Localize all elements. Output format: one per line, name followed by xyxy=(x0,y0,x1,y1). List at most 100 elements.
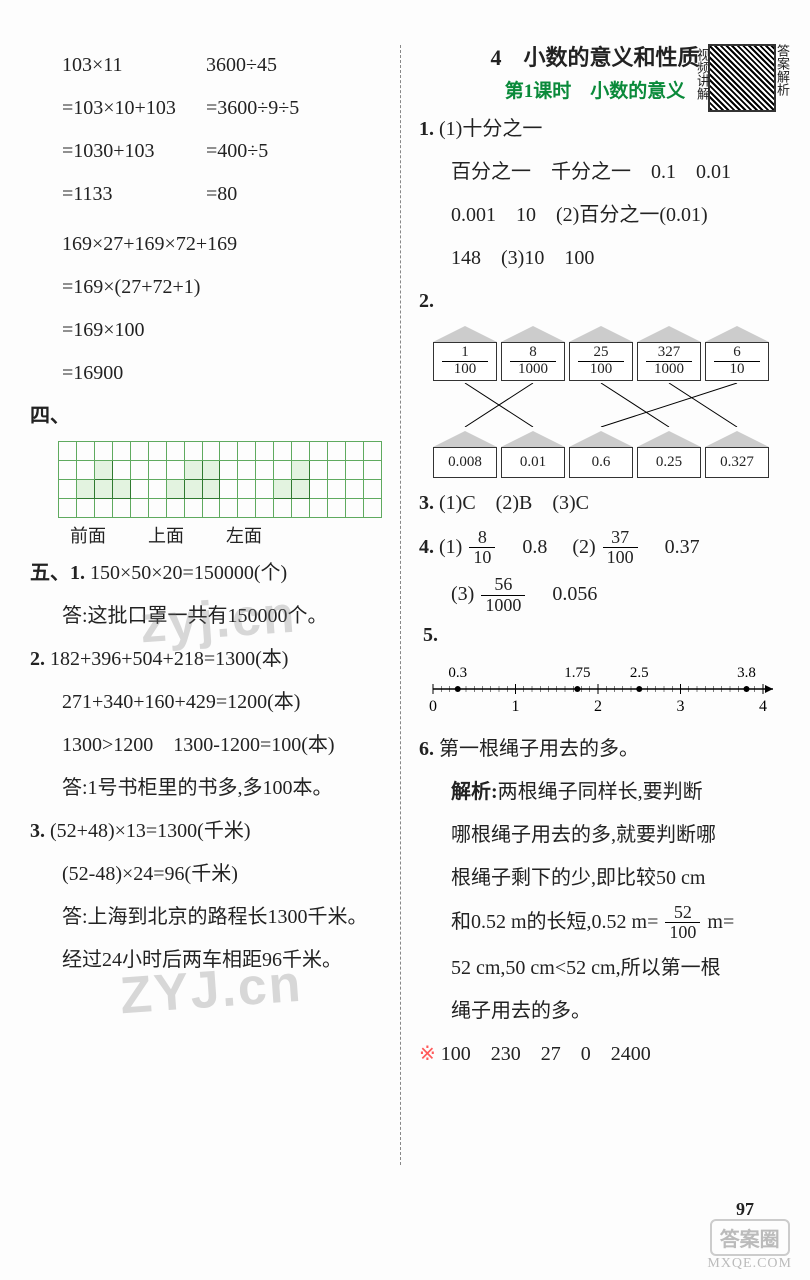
houses-top-row: 110081000251003271000610 xyxy=(433,326,771,381)
star-icon: ※ xyxy=(419,1043,436,1065)
q6-l5b: m= xyxy=(707,911,734,933)
svg-text:4: 4 xyxy=(759,698,767,715)
grid-label-left: 左面 xyxy=(226,522,262,548)
q5-numberline-wrap: 5. 0 1 2 3 4 0.3 1.75 2.5 3.8 xyxy=(423,624,771,723)
calc-a1: 103×11 xyxy=(30,47,206,83)
q1: 1. (1)十分之一 xyxy=(419,111,771,147)
q6-frac: 52100 xyxy=(665,903,700,944)
qr-label-right: 答案解析 xyxy=(774,44,790,104)
q4-line2: (3) 561000 0.056 xyxy=(419,575,771,616)
q6-jx-label: 解析: xyxy=(451,781,498,803)
svg-text:0: 0 xyxy=(429,698,437,715)
calc-a3: =1030+103 xyxy=(30,133,206,169)
q1-l4: 148 (3)10 100 xyxy=(419,240,771,276)
star-line: ※ 100 230 27 0 2400 xyxy=(419,1036,771,1072)
calc-b4: =80 xyxy=(206,176,382,212)
q2: 2. xyxy=(419,283,771,319)
q4-frac1: 810 xyxy=(469,528,495,569)
footer-box: 答案圈 xyxy=(710,1219,790,1256)
five-q3l1: (52+48)×13=1300(千米) xyxy=(50,820,250,842)
label-four: 四、 xyxy=(30,405,70,427)
q1-l2: 百分之一 千分之一 0.1 0.01 xyxy=(419,154,771,190)
calc-c4: =16900 xyxy=(30,355,382,391)
page-number: 97 xyxy=(736,1199,754,1220)
q4-num: 4. xyxy=(419,535,434,557)
footer-url: MXQE.COM xyxy=(707,1256,792,1272)
q6-l2: 解析:两根绳子同样长,要判断 xyxy=(419,774,771,810)
qr-code xyxy=(708,44,776,112)
label-five: 五、1. xyxy=(30,562,85,584)
five-q3l2: (52-48)×24=96(千米) xyxy=(30,856,382,892)
grid-labels: 前面 上面 左面 xyxy=(70,522,382,548)
five-q2l3: 1300>1200 1300-1200=100(本) xyxy=(30,727,382,763)
q4-line1: 4. (1) 810 0.8 (2) 37100 0.37 xyxy=(419,528,771,569)
q4-p3b: 0.056 xyxy=(552,583,597,605)
number-line: 0 1 2 3 4 0.3 1.75 2.5 3.8 xyxy=(423,647,783,717)
grid-table xyxy=(58,441,382,518)
q6-l7: 绳子用去的多。 xyxy=(419,993,771,1029)
q6: 6. 第一根绳子用去的多。 xyxy=(419,731,771,767)
section-4: 四、 xyxy=(30,398,382,434)
five-q3l4: 经过24小时后两车相距96千米。 xyxy=(30,942,382,978)
calc-block-ab: 103×11 =103×10+103 =1030+103 =1133 3600÷… xyxy=(30,40,382,219)
q4-p2b: 0.37 xyxy=(665,535,700,557)
q5-2: 2. 182+396+504+218=1300(本) xyxy=(30,641,382,677)
q1-l3: 0.001 10 (2)百分之一(0.01) xyxy=(419,197,771,233)
q3-num: 3. xyxy=(419,492,434,514)
q3-body: (1)C (2)B (3)C xyxy=(439,492,589,514)
svg-text:3: 3 xyxy=(677,698,685,715)
q4-p3-prefix: (3) xyxy=(451,583,474,605)
q2-num: 2. xyxy=(419,290,434,312)
q6-l6: 52 cm,50 cm<52 cm,所以第一根 xyxy=(419,950,771,986)
q6-l5: 和0.52 m的长短,0.52 m= 52100 m= xyxy=(419,903,771,944)
q6-l2-text: 两根绳子同样长,要判断 xyxy=(498,781,703,803)
footer-watermark: 答案圈 MXQE.COM xyxy=(707,1219,792,1272)
five-q3l3: 答:上海到北京的路程长1300千米。 xyxy=(30,899,382,935)
houses-bottom-row: 0.0080.010.60.250.327 xyxy=(433,431,771,478)
svg-text:2.5: 2.5 xyxy=(630,665,649,681)
svg-text:1: 1 xyxy=(512,698,520,715)
q6-l4: 根绳子剩下的少,即比较50 cm xyxy=(419,860,771,896)
grid-views xyxy=(58,441,382,518)
five-q2l2: 271+340+160+429=1200(本) xyxy=(30,684,382,720)
five-q1l2: 答:这批口罩一共有150000个。 xyxy=(30,598,382,634)
q3: 3. (1)C (2)B (3)C xyxy=(419,485,771,521)
q1-l1: (1)十分之一 xyxy=(439,118,542,140)
svg-text:1.75: 1.75 xyxy=(564,665,590,681)
calc-c2: =169×(27+72+1) xyxy=(30,269,382,305)
column-divider xyxy=(400,45,401,1165)
grid-label-front: 前面 xyxy=(70,522,106,548)
q5-num: 5. xyxy=(423,624,438,646)
q4-frac2: 37100 xyxy=(603,528,638,569)
q4-p1-prefix: (1) xyxy=(439,535,462,557)
calc-b1: 3600÷45 xyxy=(206,47,382,83)
q4-frac3: 561000 xyxy=(481,575,525,616)
q5-1: 五、1. 150×50×20=150000(个) xyxy=(30,555,382,591)
q6-l3: 哪根绳子用去的多,就要判断哪 xyxy=(419,817,771,853)
calc-b3: =400÷5 xyxy=(206,133,382,169)
grid-label-top: 上面 xyxy=(148,522,184,548)
q5-3: 3. (52+48)×13=1300(千米) xyxy=(30,813,382,849)
q4-p1b: 0.8 xyxy=(522,535,547,557)
five-q2l4: 答:1号书柜里的书多,多100本。 xyxy=(30,770,382,806)
calc-b2: =3600÷9÷5 xyxy=(206,90,382,126)
q6-l5a: 和0.52 m的长短,0.52 m= xyxy=(451,911,658,933)
q4-p2-prefix: (2) xyxy=(572,535,595,557)
q1-num: 1. xyxy=(419,118,434,140)
qr-label-left: 视频讲解 xyxy=(694,44,710,104)
five-q2l1: 182+396+504+218=1300(本) xyxy=(50,648,288,670)
star-body: 100 230 27 0 2400 xyxy=(441,1043,651,1065)
label-5-3: 3. xyxy=(30,820,45,842)
svg-text:0.3: 0.3 xyxy=(448,665,467,681)
left-column: 103×11 =103×10+103 =1030+103 =1133 3600÷… xyxy=(30,40,390,1165)
calc-c3: =169×100 xyxy=(30,312,382,348)
right-column: 4 小数的意义和性质 第1课时 小数的意义 1. (1)十分之一 百分之一 千分… xyxy=(411,40,771,1165)
calc-c1: 169×27+169×72+169 xyxy=(30,226,382,262)
q6-num: 6. xyxy=(419,738,434,760)
match-lines xyxy=(433,383,769,427)
q6-l1: 第一根绳子用去的多。 xyxy=(439,738,639,760)
svg-text:3.8: 3.8 xyxy=(737,665,756,681)
svg-text:2: 2 xyxy=(594,698,602,715)
five-q1l1: 150×50×20=150000(个) xyxy=(90,562,287,584)
label-5-2: 2. xyxy=(30,648,45,670)
